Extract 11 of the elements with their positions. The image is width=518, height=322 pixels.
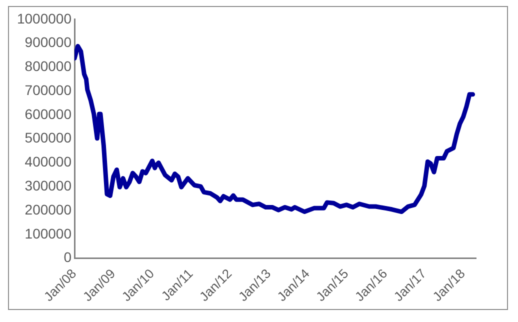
y-tick-label: 100000 — [24, 225, 72, 242]
y-tick-label: 700000 — [24, 82, 72, 98]
y-tick-label: 900000 — [24, 34, 72, 50]
y-tick-label: 600000 — [24, 106, 72, 122]
y-tick-label: 400000 — [24, 154, 72, 170]
y-tick-label: 0 — [64, 249, 72, 266]
y-tick-label: 1000000 — [16, 10, 72, 26]
y-tick-label: 300000 — [24, 178, 72, 194]
y-tick-label: 200000 — [24, 201, 72, 218]
y-tick-label: 800000 — [24, 58, 72, 74]
y-tick-label: 500000 — [24, 130, 72, 146]
